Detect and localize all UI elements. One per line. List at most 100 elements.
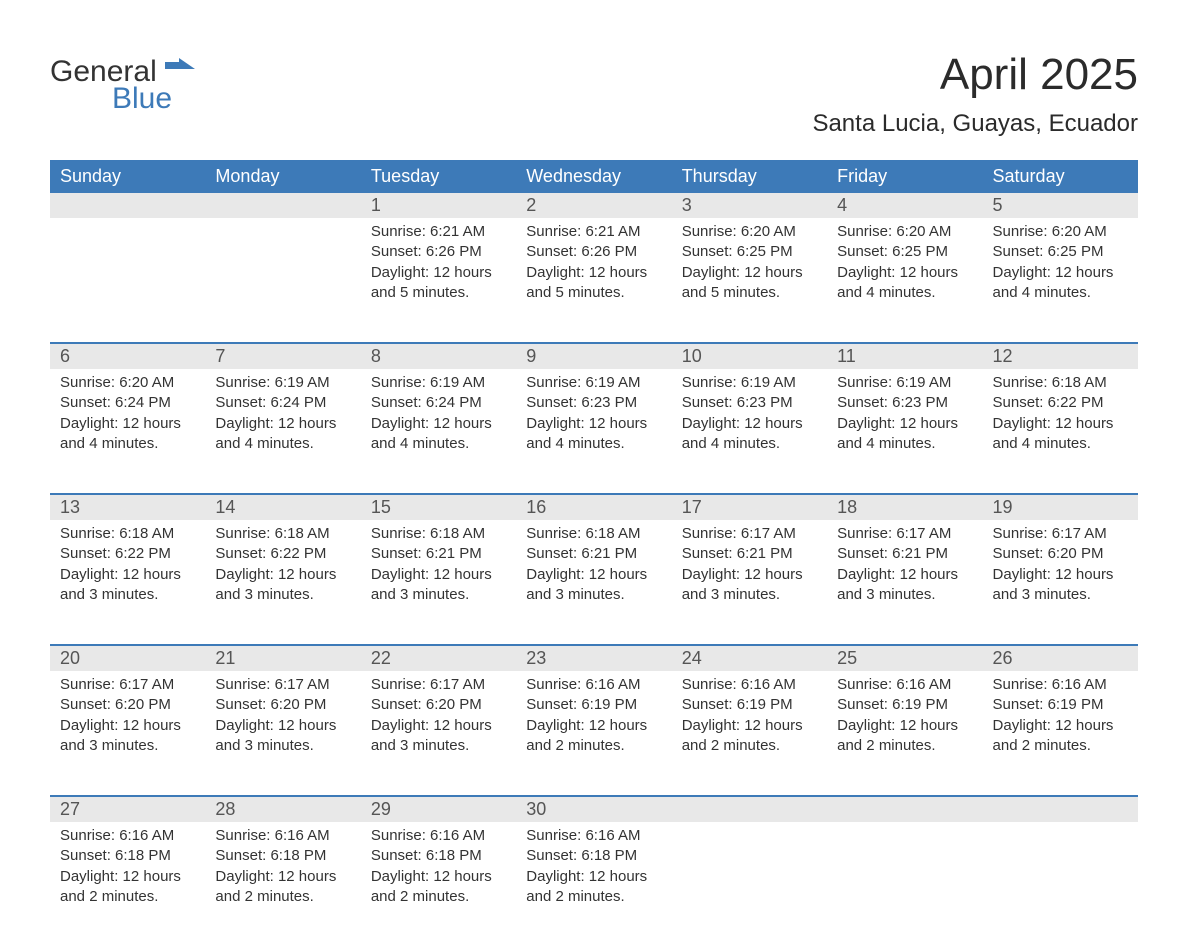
sunset-label: Sunset:: [993, 696, 1044, 713]
day-cell: Sunrise: 6:18 AMSunset: 6:21 PMDaylight:…: [361, 520, 516, 630]
daylight-line: Daylight: 12 hours and 3 minutes.: [371, 716, 506, 757]
sunrise-value: 6:16 AM: [275, 827, 330, 844]
daylight-label: Daylight:: [371, 717, 429, 734]
sunset-value: 6:21 PM: [426, 545, 482, 562]
date-strip: 12345: [50, 193, 1138, 218]
day-cell: Sunrise: 6:16 AMSunset: 6:18 PMDaylight:…: [205, 822, 360, 932]
sunrise-label: Sunrise:: [682, 525, 737, 542]
daylight-label: Daylight:: [526, 717, 584, 734]
sunset-label: Sunset:: [371, 696, 422, 713]
sunrise-line: Sunrise: 6:16 AM: [837, 675, 972, 695]
sunset-label: Sunset:: [526, 545, 577, 562]
sunset-label: Sunset:: [993, 243, 1044, 260]
daylight-label: Daylight:: [526, 264, 584, 281]
sunset-value: 6:18 PM: [115, 847, 171, 864]
sunset-value: 6:19 PM: [581, 696, 637, 713]
date-number: [827, 797, 982, 822]
weeks-container: 12345Sunrise: 6:21 AMSunset: 6:26 PMDayl…: [50, 193, 1138, 932]
daylight-line: Daylight: 12 hours and 3 minutes.: [60, 716, 195, 757]
sunrise-value: 6:16 AM: [896, 676, 951, 693]
daylight-label: Daylight:: [371, 566, 429, 583]
sunset-value: 6:21 PM: [892, 545, 948, 562]
date-number: 24: [672, 646, 827, 671]
sunset-value: 6:25 PM: [737, 243, 793, 260]
date-number: 16: [516, 495, 671, 520]
day-cell: Sunrise: 6:19 AMSunset: 6:23 PMDaylight:…: [516, 369, 671, 479]
day-cell: Sunrise: 6:20 AMSunset: 6:25 PMDaylight:…: [983, 218, 1138, 328]
day-details: Sunrise: 6:21 AMSunset: 6:26 PMDaylight:…: [522, 218, 665, 303]
date-number: [983, 797, 1138, 822]
sunset-value: 6:20 PM: [270, 696, 326, 713]
date-number: 17: [672, 495, 827, 520]
date-number: 7: [205, 344, 360, 369]
day-details: Sunrise: 6:16 AMSunset: 6:18 PMDaylight:…: [367, 822, 510, 907]
date-number: 25: [827, 646, 982, 671]
sunrise-label: Sunrise:: [837, 223, 892, 240]
month-title: April 2025: [812, 50, 1138, 100]
sunset-value: 6:20 PM: [426, 696, 482, 713]
sunset-line: Sunset: 6:19 PM: [993, 695, 1128, 715]
day-cell: Sunrise: 6:18 AMSunset: 6:22 PMDaylight:…: [983, 369, 1138, 479]
sunset-label: Sunset:: [682, 394, 733, 411]
sunrise-value: 6:19 AM: [275, 374, 330, 391]
day-cell: Sunrise: 6:16 AMSunset: 6:19 PMDaylight:…: [827, 671, 982, 781]
sunset-line: Sunset: 6:23 PM: [526, 393, 661, 413]
day-cell: Sunrise: 6:16 AMSunset: 6:19 PMDaylight:…: [516, 671, 671, 781]
daylight-label: Daylight:: [371, 868, 429, 885]
day-details: Sunrise: 6:16 AMSunset: 6:19 PMDaylight:…: [989, 671, 1132, 756]
sunset-line: Sunset: 6:24 PM: [60, 393, 195, 413]
day-cell: Sunrise: 6:18 AMSunset: 6:22 PMDaylight:…: [50, 520, 205, 630]
date-number: 9: [516, 344, 671, 369]
date-number: 19: [983, 495, 1138, 520]
sunset-label: Sunset:: [371, 243, 422, 260]
sunrise-value: 6:18 AM: [275, 525, 330, 542]
sunset-label: Sunset:: [837, 545, 888, 562]
daylight-label: Daylight:: [993, 415, 1051, 432]
daylight-label: Daylight:: [60, 415, 118, 432]
date-strip: 13141516171819: [50, 495, 1138, 520]
day-details: Sunrise: 6:17 AMSunset: 6:20 PMDaylight:…: [56, 671, 199, 756]
sunrise-value: 6:17 AM: [430, 676, 485, 693]
sunrise-value: 6:20 AM: [119, 374, 174, 391]
day-cell: [827, 822, 982, 932]
sunset-label: Sunset:: [837, 394, 888, 411]
daylight-label: Daylight:: [526, 868, 584, 885]
sunrise-line: Sunrise: 6:16 AM: [682, 675, 817, 695]
sunrise-line: Sunrise: 6:19 AM: [837, 373, 972, 393]
sunrise-value: 6:18 AM: [119, 525, 174, 542]
sunrise-label: Sunrise:: [526, 827, 581, 844]
daylight-label: Daylight:: [837, 566, 895, 583]
sunrise-line: Sunrise: 6:17 AM: [371, 675, 506, 695]
sunset-line: Sunset: 6:24 PM: [215, 393, 350, 413]
sunset-value: 6:18 PM: [426, 847, 482, 864]
sunset-label: Sunset:: [60, 394, 111, 411]
sunrise-label: Sunrise:: [682, 676, 737, 693]
sunrise-label: Sunrise:: [215, 525, 270, 542]
day-details: Sunrise: 6:19 AMSunset: 6:24 PMDaylight:…: [211, 369, 354, 454]
day-header: Saturday: [983, 160, 1138, 193]
sunrise-label: Sunrise:: [60, 827, 115, 844]
date-number: 10: [672, 344, 827, 369]
sunset-line: Sunset: 6:25 PM: [682, 242, 817, 262]
daylight-label: Daylight:: [993, 717, 1051, 734]
day-details: Sunrise: 6:16 AMSunset: 6:19 PMDaylight:…: [833, 671, 976, 756]
sunrise-value: 6:18 AM: [1052, 374, 1107, 391]
sunrise-value: 6:16 AM: [1052, 676, 1107, 693]
day-details: Sunrise: 6:16 AMSunset: 6:19 PMDaylight:…: [522, 671, 665, 756]
sunrise-value: 6:18 AM: [585, 525, 640, 542]
sunset-label: Sunset:: [60, 847, 111, 864]
date-number: 13: [50, 495, 205, 520]
sunset-line: Sunset: 6:21 PM: [526, 544, 661, 564]
sunset-line: Sunset: 6:20 PM: [993, 544, 1128, 564]
day-details: Sunrise: 6:16 AMSunset: 6:18 PMDaylight:…: [522, 822, 665, 907]
day-cell: Sunrise: 6:17 AMSunset: 6:20 PM Daylight:…: [361, 671, 516, 781]
sunrise-value: 6:21 AM: [430, 223, 485, 240]
sunset-value: 6:19 PM: [1048, 696, 1104, 713]
date-number: 21: [205, 646, 360, 671]
sunrise-line: Sunrise: 6:18 AM: [371, 524, 506, 544]
sunrise-label: Sunrise:: [371, 223, 426, 240]
sunrise-line: Sunrise: 6:20 AM: [837, 222, 972, 242]
date-number: 6: [50, 344, 205, 369]
sunset-label: Sunset:: [682, 545, 733, 562]
date-number: 23: [516, 646, 671, 671]
